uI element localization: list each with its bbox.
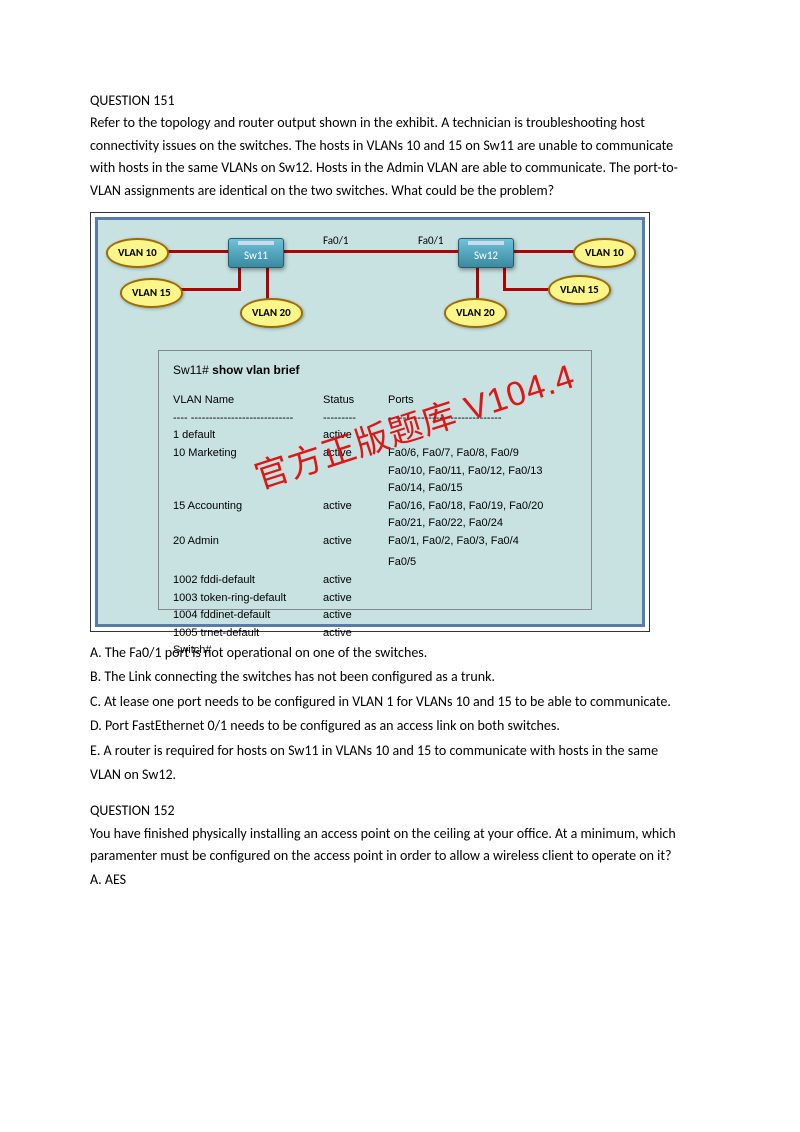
cli-header-row: VLAN Name Status Ports [173,392,577,410]
cli-cell-ports [388,427,577,445]
cli-cell-name: 1002 fddi-default [173,572,323,590]
cli-d2: --------- [323,410,388,428]
cli-cell-name: 1004 fddinet-default [173,607,323,625]
port-fa01-right: Fa0/1 [418,232,443,250]
q151-line1: Refer to the topology and router output … [90,112,710,134]
cli-cell-name: 1003 token-ring-default [173,590,323,608]
cli-cell-ports: Fa0/1, Fa0/2, Fa0/3, Fa0/4 [388,533,577,551]
cli-cell-name [173,554,323,572]
cli-cell-name: 1 default [173,427,323,445]
cli-row: Fa0/10, Fa0/11, Fa0/12, Fa0/13 [173,463,577,481]
cli-dashes: ---- ---------------------------- ------… [173,410,577,428]
cli-cell-ports: Fa0/21, Fa0/22, Fa0/24 [388,515,577,533]
exhibit-diagram: Sw11 Sw12 Fa0/1 Fa0/1 VLAN 10 VLAN 15 VL… [95,217,645,627]
cli-cell-status [323,480,388,498]
topology-area: Sw11 Sw12 Fa0/1 Fa0/1 VLAN 10 VLAN 15 VL… [98,220,642,340]
q151-line4: VLAN assignments are identical on the tw… [90,180,710,202]
cli-cell-status [323,463,388,481]
port-fa01-left: Fa0/1 [323,232,348,250]
cli-row: 15 AccountingactiveFa0/16, Fa0/18, Fa0/1… [173,498,577,516]
q151-answer-e: E. A router is required for hosts on Sw1… [90,740,710,762]
cli-row: 10 MarketingactiveFa0/6, Fa0/7, Fa0/8, F… [173,445,577,463]
cli-row: Fa0/14, Fa0/15 [173,480,577,498]
cli-cell-status: active [323,607,388,625]
cli-h2: Status [323,392,388,410]
cli-cell-status: active [323,498,388,516]
cli-row: Fa0/21, Fa0/22, Fa0/24 [173,515,577,533]
cli-h3: Ports [388,392,577,410]
cli-cell-name [173,480,323,498]
sw11-label: Sw11 [229,246,283,266]
q151-line3: with hosts in the same VLANs on Sw12. Ho… [90,157,710,179]
cli-cell-ports [388,607,577,625]
cli-d1: ---- ---------------------------- [173,410,323,428]
q151-line2: connectivity issues on the switches. The… [90,135,710,157]
cli-body: 1 defaultactive10 MarketingactiveFa0/6, … [173,427,577,660]
cli-prompt: Sw11# [173,363,212,377]
cli-row: Switch# [173,642,577,660]
cli-cell-status [323,642,388,660]
switch-sw11: Sw11 [228,238,284,268]
q152-line2: paramenter must be configured on the acc… [90,845,710,867]
bubble-vlan10-right: VLAN 10 [573,238,636,268]
question-151-title: QUESTION 151 [90,90,710,112]
wire-sw11-vlan15-h [176,288,241,291]
q151-answer-b: B. The Link connecting the switches has … [90,666,710,688]
cli-cell-ports: Fa0/5 [388,554,577,572]
cli-command-line: Sw11# show vlan brief [173,361,577,380]
cli-cell-status [323,515,388,533]
cli-cell-ports [388,590,577,608]
cli-cell-ports [388,642,577,660]
cli-cell-name: 15 Accounting [173,498,323,516]
bubble-vlan20-left: VLAN 20 [240,298,303,328]
switch-sw12: Sw12 [458,238,514,268]
cli-row: 20 AdminactiveFa0/1, Fa0/2, Fa0/3, Fa0/4 [173,533,577,551]
bubble-vlan20-right: VLAN 20 [444,298,507,328]
exhibit-container: Sw11 Sw12 Fa0/1 Fa0/1 VLAN 10 VLAN 15 VL… [90,212,650,632]
bubble-vlan15-left: VLAN 15 [120,278,183,308]
cli-row: 1002 fddi-defaultactive [173,572,577,590]
q151-answer-c: C. At lease one port needs to be configu… [90,691,710,713]
cli-cell-status: active [323,590,388,608]
cli-cell-status: active [323,625,388,643]
cli-output: Sw11# show vlan brief VLAN Name Status P… [158,350,592,610]
q151-answer-d: D. Port FastEthernet 0/1 needs to be con… [90,715,710,737]
cli-cell-ports: Fa0/6, Fa0/7, Fa0/8, Fa0/9 [388,445,577,463]
q152-line1: You have finished physically installing … [90,823,710,845]
cli-h1: VLAN Name [173,392,323,410]
cli-cell-status: active [323,427,388,445]
wire-trunk [258,250,483,253]
cli-row: 1005 trnet-defaultactive [173,625,577,643]
cli-command: show vlan brief [212,363,299,377]
cli-cell-ports [388,572,577,590]
cli-row: Fa0/5 [173,554,577,572]
cli-cell-name [173,515,323,533]
cli-cell-ports: Fa0/10, Fa0/11, Fa0/12, Fa0/13 [388,463,577,481]
cli-row: 1003 token-ring-defaultactive [173,590,577,608]
cli-d3: ------------------------------- [388,410,577,428]
cli-row: 1 defaultactive [173,427,577,445]
sw12-label: Sw12 [459,246,513,266]
bubble-vlan10-left: VLAN 10 [106,238,169,268]
q151-answer-e2: VLAN on Sw12. [90,764,710,786]
cli-cell-name [173,463,323,481]
cli-cell-status: active [323,572,388,590]
question-152-title: QUESTION 152 [90,800,710,822]
cli-row: 1004 fddinet-defaultactive [173,607,577,625]
bubble-vlan15-right: VLAN 15 [548,275,611,305]
cli-cell-ports: Fa0/16, Fa0/18, Fa0/19, Fa0/20 [388,498,577,516]
q152-answer-a: A. AES [90,869,710,891]
cli-cell-name: 10 Marketing [173,445,323,463]
cli-cell-name: 1005 trnet-default [173,625,323,643]
cli-cell-status: active [323,445,388,463]
cli-cell-status: active [323,533,388,551]
cli-cell-ports: Fa0/14, Fa0/15 [388,480,577,498]
cli-cell-status [323,554,388,572]
cli-cell-name: Switch# [173,642,323,660]
cli-cell-ports [388,625,577,643]
cli-cell-name: 20 Admin [173,533,323,551]
